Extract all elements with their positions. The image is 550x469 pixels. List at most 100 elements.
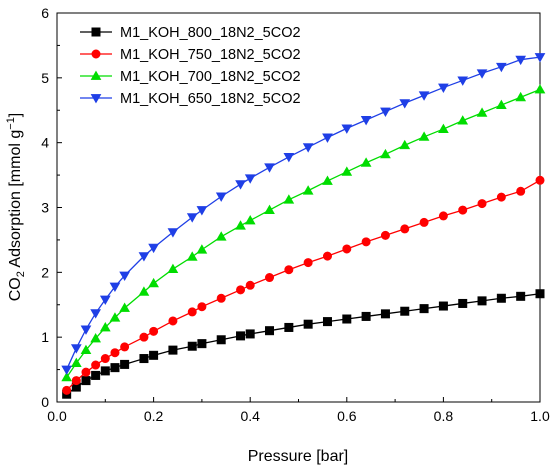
data-point xyxy=(496,99,507,109)
data-point xyxy=(91,370,101,380)
y-tick-label: 3 xyxy=(41,200,49,216)
data-point xyxy=(303,258,313,268)
legend-label: M1_KOH_650_18N2_5CO2 xyxy=(120,91,301,107)
data-point xyxy=(534,84,546,94)
series-layer xyxy=(61,53,546,399)
data-point xyxy=(283,194,295,204)
data-point xyxy=(70,344,82,354)
data-point xyxy=(322,175,333,185)
data-point xyxy=(515,91,527,102)
legend: M1_KOH_800_18N2_5CO2 M1_KOH_750_18N2_5CO2… xyxy=(80,25,301,107)
data-point xyxy=(186,213,198,223)
data-point xyxy=(148,277,159,288)
data-point xyxy=(400,224,410,234)
data-point xyxy=(61,365,73,376)
data-point xyxy=(380,230,390,240)
data-point xyxy=(186,251,198,261)
data-point xyxy=(91,360,101,370)
data-point xyxy=(535,289,545,299)
y-tick-label: 6 xyxy=(41,5,49,21)
data-point xyxy=(245,280,255,290)
data-point xyxy=(418,131,430,141)
data-point xyxy=(477,296,487,306)
data-point xyxy=(215,231,227,241)
legend-marker xyxy=(90,70,102,80)
series-2 xyxy=(61,84,546,382)
data-point xyxy=(322,133,333,143)
data-point xyxy=(167,263,179,274)
legend-label: M1_KOH_750_18N2_5CO2 xyxy=(120,47,301,63)
data-point xyxy=(342,244,352,254)
data-point xyxy=(119,271,130,282)
data-point xyxy=(399,99,411,109)
data-point xyxy=(109,312,121,322)
data-point xyxy=(139,354,149,364)
data-point xyxy=(341,166,353,176)
data-point xyxy=(496,62,507,73)
data-point xyxy=(477,199,487,209)
legend-entry: M1_KOH_650_18N2_5CO2 xyxy=(80,91,301,107)
data-point xyxy=(244,215,256,225)
data-point xyxy=(438,83,449,93)
data-point xyxy=(516,186,526,196)
data-point xyxy=(139,332,149,342)
data-point xyxy=(438,301,448,311)
data-point xyxy=(148,243,159,254)
data-point xyxy=(496,293,506,303)
data-point xyxy=(236,285,246,295)
x-tick-label: 1.0 xyxy=(530,408,550,424)
data-point xyxy=(535,175,545,185)
data-point xyxy=(245,329,255,339)
series-line xyxy=(66,88,541,378)
data-point xyxy=(265,273,275,283)
y-axis-label: CO2 Adsorption [mmol g−1] xyxy=(5,113,27,302)
data-point xyxy=(100,366,110,376)
data-point xyxy=(380,309,390,319)
data-point xyxy=(322,251,332,261)
data-point xyxy=(380,107,391,117)
data-point xyxy=(265,326,275,336)
data-point xyxy=(138,252,150,262)
data-point xyxy=(61,371,73,382)
data-point xyxy=(302,185,314,195)
data-point xyxy=(110,363,120,373)
legend-label: M1_KOH_800_18N2_5CO2 xyxy=(120,25,301,41)
data-point xyxy=(90,333,101,343)
legend-entry: M1_KOH_800_18N2_5CO2 xyxy=(80,25,301,41)
data-point xyxy=(149,326,159,336)
data-point xyxy=(62,385,72,395)
data-point xyxy=(168,345,178,355)
data-point xyxy=(70,357,82,368)
data-point xyxy=(458,205,468,215)
data-point xyxy=(244,174,256,184)
data-point xyxy=(196,206,208,216)
legend-marker xyxy=(90,94,102,104)
legend-entry: M1_KOH_750_18N2_5CO2 xyxy=(80,47,301,63)
data-point xyxy=(120,342,130,352)
data-point xyxy=(361,311,371,321)
y-tick-label: 0 xyxy=(41,394,49,410)
data-point xyxy=(457,115,469,125)
data-point xyxy=(361,237,371,247)
series-line xyxy=(66,179,541,391)
x-axis-label: Pressure [bar] xyxy=(248,448,348,465)
data-point xyxy=(235,220,246,230)
data-point xyxy=(458,298,468,308)
y-tick-label: 1 xyxy=(41,329,49,345)
data-point xyxy=(302,143,314,153)
x-tick-label: 0.4 xyxy=(240,408,260,424)
data-point xyxy=(284,322,294,332)
data-point xyxy=(119,302,130,312)
data-point xyxy=(235,180,246,190)
data-point xyxy=(120,359,130,369)
x-tick-label: 0.8 xyxy=(434,408,454,424)
y-tick-label: 2 xyxy=(41,264,49,280)
data-point xyxy=(99,322,111,332)
data-point xyxy=(342,314,352,324)
data-point xyxy=(322,317,332,327)
data-point xyxy=(110,348,120,358)
data-point xyxy=(187,341,197,351)
data-point xyxy=(419,217,429,227)
y-tick-label: 4 xyxy=(41,135,49,151)
